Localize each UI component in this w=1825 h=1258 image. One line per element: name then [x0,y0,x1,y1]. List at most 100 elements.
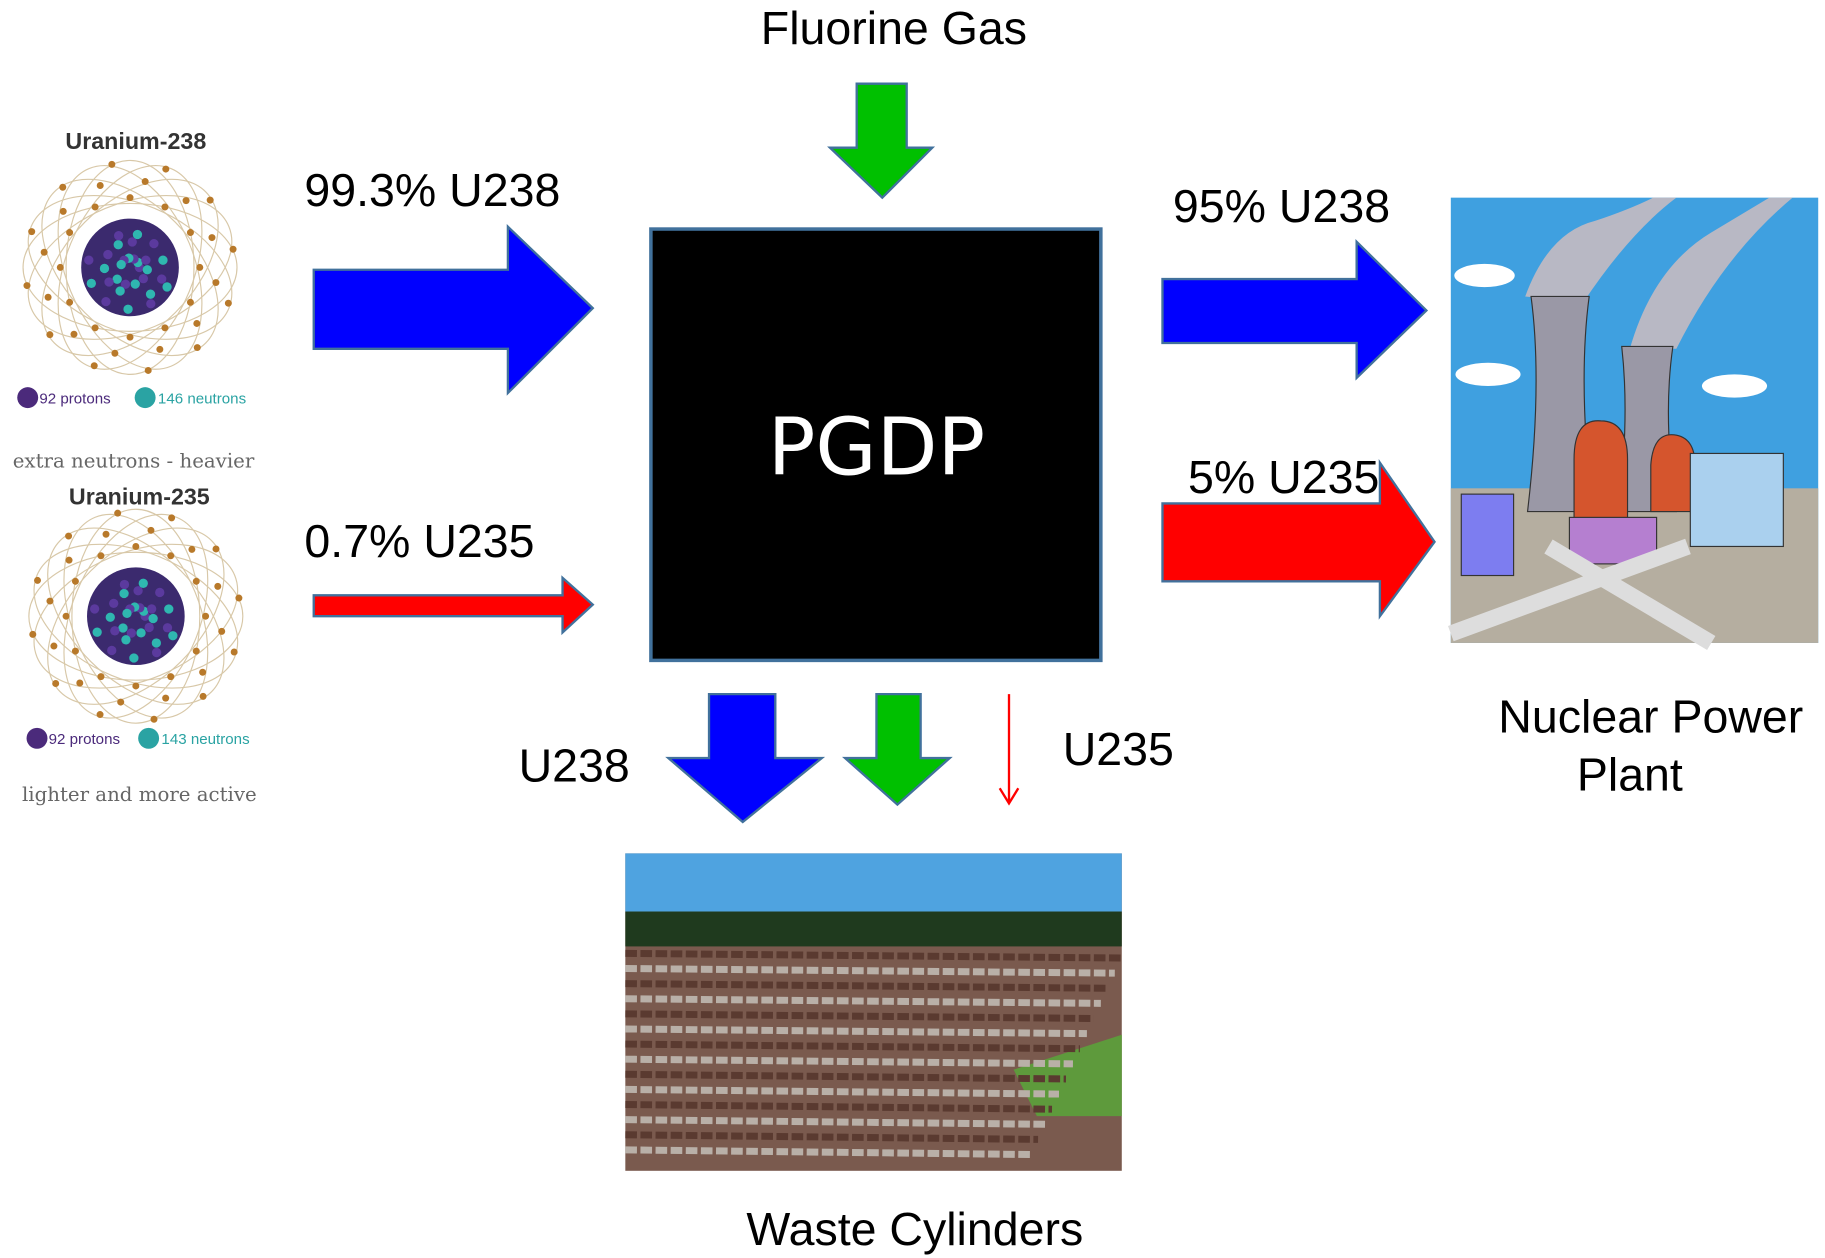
nucleon [90,604,99,613]
electron [66,299,73,306]
electron [111,350,118,357]
neutron-icon [138,728,159,749]
trees [625,912,1121,947]
electron [108,161,115,168]
electron [207,197,214,204]
electron [45,294,52,301]
electron [156,346,163,353]
nucleon [110,626,119,635]
cylinder-row [625,1044,1080,1049]
electron [161,324,168,331]
electron [103,531,110,538]
nucleon [147,604,156,613]
nucleon [164,604,173,613]
nucleus [81,219,179,317]
cylinder-row [625,999,1101,1004]
electron [28,228,35,235]
electron [97,673,104,680]
electron [214,583,221,590]
electron [114,510,121,517]
electron [23,282,30,289]
electron [202,613,209,620]
electron [46,331,53,338]
input-u238-arrow [314,227,593,393]
electron [63,613,70,620]
nucleon [92,628,101,637]
reactor [1574,421,1627,523]
diagram: Uranium-238 92 protons 146 neutrons extr… [0,0,1825,1258]
output-u235-label: 5% U235 [1188,451,1379,503]
proton-icon [17,387,38,408]
electron [46,598,53,605]
nucleon [148,614,157,623]
neutrons: 143 neutrons [161,731,250,748]
electron [167,673,174,680]
waste-u238-label: U238 [519,739,630,791]
electron [50,643,57,650]
electron [212,279,219,286]
electron [230,246,237,253]
electron [183,197,190,204]
electron [196,264,203,271]
input-u235-label: 0.7% U235 [304,515,534,567]
neutron-icon [135,387,156,408]
electron [60,208,67,215]
nucleon [136,628,145,637]
nucleon [100,264,109,273]
atom-note: extra neutrons - heavier [13,449,255,472]
atom-u235: Uranium-235 92 protons 143 neutrons ligh… [13,484,260,806]
electron [76,680,83,687]
electron [72,648,79,655]
electron [127,194,134,201]
electron [199,669,206,676]
electron [59,184,66,191]
nucleon [104,277,113,286]
nucleon [149,239,158,248]
electron [194,344,201,351]
electron [193,578,200,585]
waste-image [625,853,1121,1170]
building [1690,453,1783,546]
electron [162,166,169,173]
electron [70,331,77,338]
nucleon [152,648,161,657]
nucleon [118,623,127,632]
sky [625,853,1121,911]
electron [29,631,36,638]
atom-note: lighter and more active [22,783,257,806]
cylinder-row [625,1014,1094,1019]
electron [66,557,73,564]
nucleon [146,290,155,299]
protons: 92 protons [39,390,111,407]
nucleon [84,255,93,264]
nucleon [162,282,171,291]
nucleon [158,256,167,265]
nucleon [133,230,142,239]
nucleon [141,255,150,264]
nucleon [121,635,130,644]
electron [97,182,104,189]
nucleon [163,623,172,632]
electron [145,367,152,374]
electron [200,693,207,700]
fluorine-label: Fluorine Gas [761,2,1027,54]
electron [235,595,242,602]
electron [57,264,64,271]
nucleon [106,613,115,622]
page: Uranium-238 92 protons 146 neutrons extr… [0,0,1825,1258]
electron [208,234,215,241]
electron [52,680,59,687]
electron [34,577,41,584]
nucleon [107,646,116,655]
atom-u238: Uranium-238 92 protons 146 neutrons extr… [7,128,255,473]
electron [187,229,194,236]
electron [213,545,220,552]
waste-label: Waste Cylinders [746,1203,1083,1255]
building [1461,494,1513,575]
electron [92,204,99,211]
electron [97,711,104,718]
output-u238-arrow [1162,242,1426,378]
electron [147,527,154,534]
nucleon [113,275,122,284]
nucleon [87,279,96,288]
